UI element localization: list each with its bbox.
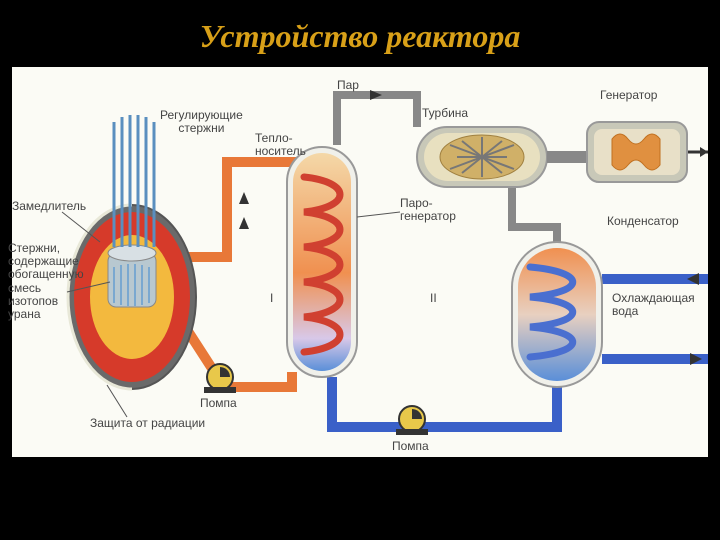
- label-pump1: Помпа: [200, 397, 237, 410]
- reactor-diagram: Регулирующиестержни Замедлитель Стержни,…: [12, 67, 708, 457]
- label-generator: Генератор: [600, 89, 657, 102]
- label-turbine: Турбина: [422, 107, 468, 120]
- title-text: Устройство реактора: [200, 18, 521, 54]
- label-control-rods: Регулирующиестержни: [160, 109, 243, 135]
- steam-pipe: [337, 95, 417, 145]
- label-pump2: Помпа: [392, 440, 429, 453]
- feedwater-pipe: [332, 377, 557, 427]
- label-moderator: Замедлитель: [12, 200, 86, 213]
- arrow-up-1: [239, 217, 249, 229]
- label-steam-gen: Паро-генератор: [400, 197, 456, 223]
- pump-2: [396, 406, 428, 435]
- label-steam: Пар: [337, 79, 359, 92]
- label-condenser: Конденсатор: [607, 215, 679, 228]
- label-fuel-rods: Стержни,содержащиеобогащеннуюсмесьизотоп…: [8, 242, 88, 321]
- diagram-svg: [12, 67, 708, 457]
- label-loop2: II: [430, 292, 437, 305]
- label-loop1: I: [270, 292, 273, 305]
- page-title: Устройство реактора: [0, 0, 720, 67]
- label-coolant: Тепло-носитель: [255, 132, 306, 158]
- arrow-up-2: [239, 192, 249, 204]
- ptr-steamgen: [357, 212, 400, 217]
- steam-generator-vessel: [287, 147, 357, 377]
- label-shield: Защита от радиации: [90, 417, 205, 430]
- generator-assembly: [587, 122, 687, 182]
- primary-cold-pipe: [182, 322, 292, 387]
- turbine-to-condenser-pipe: [512, 182, 557, 242]
- condenser-vessel: [512, 242, 602, 387]
- label-cooling-water: Охлаждающаявода: [612, 292, 695, 318]
- electric-arrow: [700, 147, 708, 157]
- turbine-assembly: [417, 127, 587, 187]
